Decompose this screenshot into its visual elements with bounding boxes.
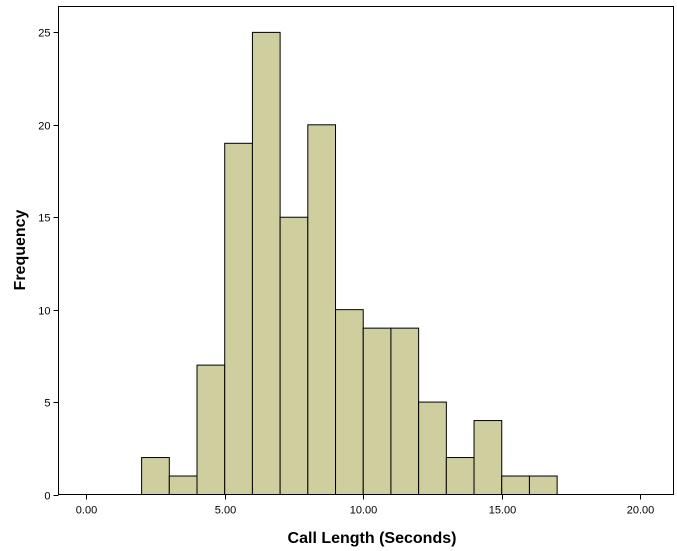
- y-tick-label: 25: [38, 28, 50, 40]
- histogram-bar-10: [390, 327, 420, 496]
- histogram-bar-2: [168, 475, 198, 495]
- x-axis-title: Call Length (Seconds): [288, 530, 457, 547]
- histogram-bar-9: [362, 327, 392, 496]
- y-tick-label: 10: [38, 306, 50, 318]
- x-tick-label: 15.00: [489, 505, 517, 517]
- y-tick-label: 20: [38, 121, 50, 133]
- histogram-bar-13: [473, 420, 503, 495]
- y-axis: 0 5 10 15 20 25: [38, 28, 59, 503]
- y-tick-label: 15: [38, 213, 50, 225]
- x-tick-label: 0.00: [76, 505, 97, 517]
- y-tick-label: 0: [44, 491, 50, 503]
- x-tick-label: 10.00: [350, 505, 378, 517]
- histogram-bar-3: [196, 364, 226, 495]
- histogram-bar-1: [141, 457, 170, 495]
- histogram-bars: [141, 31, 558, 496]
- histogram-bar-6: [279, 216, 309, 495]
- histogram-bar-14: [501, 475, 530, 495]
- histogram-bar-4: [224, 142, 253, 495]
- histogram-bar-5: [251, 31, 281, 495]
- histogram-bar-11: [418, 401, 447, 495]
- y-axis-title: Frequency: [12, 209, 29, 290]
- histogram-bar-7: [307, 124, 337, 496]
- x-tick-label: 20.00: [627, 505, 655, 517]
- histogram-bar-12: [445, 457, 475, 495]
- x-tick-label: 5.00: [215, 505, 236, 517]
- histogram-bar-15: [528, 475, 558, 495]
- histogram-bar-8: [335, 309, 364, 495]
- x-axis: 0.00 5.00 10.00 15.00 20.00: [76, 494, 655, 517]
- y-tick-label: 5: [44, 398, 50, 410]
